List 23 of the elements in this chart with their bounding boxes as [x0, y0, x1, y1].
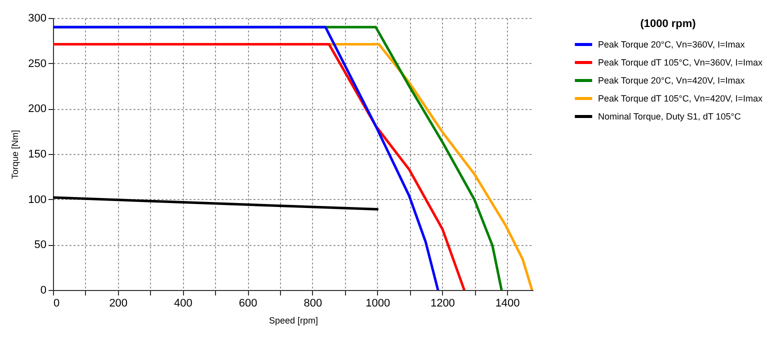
x-tick-label: 400	[174, 298, 192, 310]
x-tick-label: 1400	[495, 298, 520, 310]
legend-label: Peak Torque dT 105°C, Vn=360V, I=Imax	[598, 58, 764, 68]
y-tick-label: 300	[28, 12, 46, 24]
x-tick-label: 0	[54, 298, 60, 310]
y-tick-label: 150	[28, 148, 46, 160]
y-tick-label: 0	[40, 284, 46, 296]
x-tick-label: 1200	[430, 298, 455, 310]
legend-label: Peak Torque dT 105°C, Vn=420V, I=Imax	[598, 94, 764, 104]
x-tick-label: 200	[109, 298, 128, 310]
y-tick-label: 250	[28, 58, 46, 70]
x-tick-label: 1000	[366, 298, 390, 310]
x-tick-label: 600	[238, 298, 258, 310]
legend-label: Peak Torque 20°C, Vn=420V, I=Imax	[598, 76, 746, 86]
legend-title: (1000 rpm)	[640, 18, 696, 30]
legend-label: Peak Torque 20°C, Vn=360V, I=Imax	[598, 40, 746, 50]
y-tick-label: 200	[28, 103, 46, 116]
x-axis-title: Speed [rpm]	[268, 316, 318, 326]
y-axis-title: Torque [Nm]	[10, 130, 20, 180]
y-tick-label: 100	[28, 194, 46, 206]
x-tick-label: 800	[304, 298, 322, 310]
legend-label: Nominal Torque, Duty S1, dT 105°C	[598, 112, 742, 122]
y-tick-label: 50	[34, 239, 46, 252]
